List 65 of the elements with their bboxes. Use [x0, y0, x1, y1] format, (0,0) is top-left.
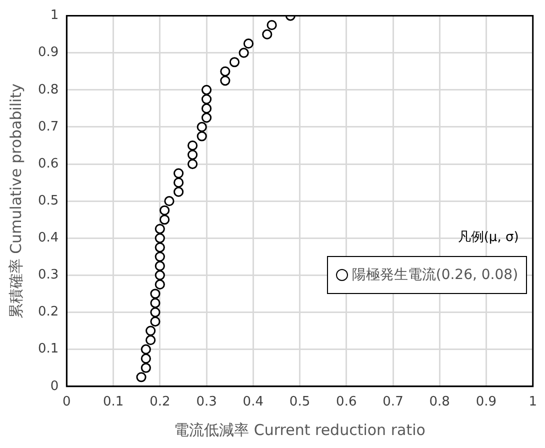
- point: [154, 233, 165, 244]
- y-tick-label: 0.7: [38, 119, 59, 134]
- y-tick-label: 0.3: [38, 268, 59, 283]
- point: [174, 186, 184, 197]
- point: [229, 57, 240, 68]
- point: [146, 326, 156, 336]
- point: [154, 279, 165, 290]
- x-tick-label: 0.1: [102, 394, 124, 410]
- point: [187, 158, 198, 170]
- y-tick-label: 0.8: [38, 82, 59, 98]
- point: [136, 372, 146, 382]
- point: [187, 140, 198, 151]
- point: [140, 344, 151, 354]
- point: [174, 168, 184, 178]
- point: [220, 66, 230, 76]
- y-tick-label: 0.2: [38, 304, 59, 320]
- point: [174, 178, 184, 188]
- point: [266, 20, 277, 30]
- point: [201, 94, 212, 104]
- point: [154, 242, 165, 252]
- x-tick-label: 1: [528, 394, 538, 410]
- legend-title: 凡例(μ, σ): [458, 229, 519, 246]
- y-tick-label: 0.4: [38, 230, 59, 246]
- y-tick-label: 0: [50, 378, 59, 394]
- point: [154, 270, 165, 280]
- point: [160, 205, 170, 216]
- point: [150, 288, 160, 299]
- point: [201, 103, 212, 114]
- x-tick-label: 0: [62, 394, 71, 410]
- legend-label: 陽極発生電流(0.26, 0.08): [352, 266, 518, 284]
- y-tick-label: 0.5: [38, 193, 59, 208]
- point: [238, 48, 249, 58]
- y-tick-label: 0.6: [38, 156, 59, 172]
- point: [164, 196, 174, 206]
- point: [150, 307, 160, 318]
- x-tick-label: 0.7: [382, 394, 404, 410]
- point: [150, 298, 160, 308]
- x-tick-label: 0.3: [196, 394, 217, 410]
- point: [196, 122, 207, 132]
- point: [201, 84, 212, 95]
- point: [220, 76, 230, 86]
- x-tick-label: 0.4: [242, 394, 264, 410]
- point: [140, 362, 151, 373]
- point: [140, 354, 151, 364]
- y-tick-label: 0.1: [38, 342, 59, 357]
- point: [187, 150, 198, 160]
- point: [160, 214, 170, 225]
- point: [154, 224, 165, 234]
- y-axis-title: 累積確率 Cumulative probability: [6, 83, 25, 319]
- y-tick-label: 1: [50, 8, 59, 24]
- point: [243, 38, 254, 49]
- x-tick-label: 0.8: [429, 394, 450, 410]
- point: [154, 252, 165, 262]
- x-axis-title: 電流低減率 Current reduction ratio: [174, 420, 426, 439]
- point: [150, 316, 160, 327]
- x-tick-label: 0.9: [476, 394, 497, 410]
- point: [262, 29, 272, 40]
- point: [146, 335, 156, 346]
- point: [201, 112, 212, 123]
- x-tick-label: 0.6: [336, 394, 357, 410]
- point: [196, 131, 207, 142]
- x-tick-label: 0.2: [150, 394, 170, 410]
- point: [154, 260, 165, 272]
- y-tick-label: 0.9: [38, 45, 59, 60]
- x-tick-label: 0.5: [289, 394, 310, 410]
